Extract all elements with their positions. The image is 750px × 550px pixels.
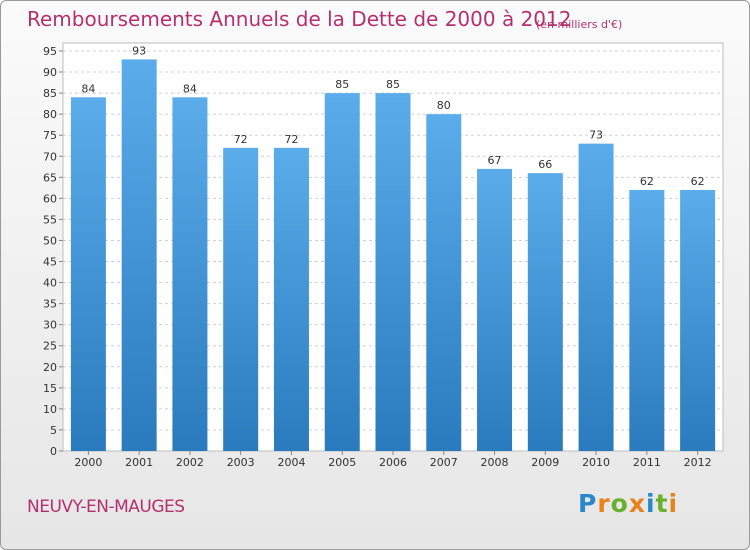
logo-letter: r xyxy=(597,489,611,518)
data-label: 85 xyxy=(335,78,349,91)
bar xyxy=(121,59,157,451)
y-tick-label: 75 xyxy=(43,129,57,142)
logo-letter: t xyxy=(655,489,669,518)
logo-letter: i xyxy=(646,489,656,518)
bar xyxy=(426,114,462,451)
y-tick-label: 70 xyxy=(43,150,57,163)
x-tick-label: 2005 xyxy=(328,456,356,469)
bar xyxy=(629,189,665,451)
y-tick-label: 80 xyxy=(43,108,57,121)
y-tick-label: 85 xyxy=(43,87,57,100)
logo-letter: i xyxy=(668,489,679,518)
y-tick-label: 0 xyxy=(50,445,57,458)
y-tick-label: 55 xyxy=(43,213,57,226)
y-tick-label: 45 xyxy=(43,256,57,269)
data-label: 84 xyxy=(81,82,95,95)
y-tick-label: 40 xyxy=(43,277,57,290)
x-tick-label: 2002 xyxy=(176,456,204,469)
data-label: 72 xyxy=(234,133,248,146)
chart-unit: (en milliers d'€) xyxy=(536,18,623,31)
bar xyxy=(477,168,513,452)
bar xyxy=(324,93,360,452)
bar xyxy=(578,143,614,451)
data-label: 67 xyxy=(488,154,502,167)
y-tick-label: 90 xyxy=(43,66,57,79)
x-tick-label: 2004 xyxy=(277,456,305,469)
commune-name: NEUVY-EN-MAUGES xyxy=(27,497,185,517)
data-label: 62 xyxy=(691,175,705,188)
y-tick-label: 65 xyxy=(43,171,57,184)
y-tick-label: 60 xyxy=(43,192,57,205)
chart-title: Remboursements Annuels de la Dette de 20… xyxy=(27,7,572,31)
y-tick-label: 20 xyxy=(43,361,57,374)
bar xyxy=(172,97,208,451)
y-tick-label: 35 xyxy=(43,298,57,311)
data-label: 93 xyxy=(132,44,146,57)
x-tick-label: 2008 xyxy=(481,456,509,469)
data-label: 73 xyxy=(589,129,603,142)
x-tick-label: 2000 xyxy=(74,456,102,469)
bar xyxy=(70,97,106,451)
bar xyxy=(223,147,259,451)
bar xyxy=(273,147,309,451)
x-tick-label: 2011 xyxy=(633,456,661,469)
bar xyxy=(375,93,411,452)
y-tick-label: 95 xyxy=(43,45,57,58)
x-tick-label: 2001 xyxy=(125,456,153,469)
x-tick-label: 2010 xyxy=(582,456,610,469)
logo-letter: P xyxy=(578,489,598,518)
data-label: 62 xyxy=(640,175,654,188)
y-tick-label: 5 xyxy=(50,424,57,437)
y-tick-label: 50 xyxy=(43,234,57,247)
proxiti-logo: Proxiti xyxy=(578,489,678,518)
data-label: 72 xyxy=(284,133,298,146)
logo-letter: x xyxy=(628,489,646,518)
x-axis: 2000 2001 2002 2003 2004 2005 2006 2007 2008 2009… xyxy=(74,451,712,469)
value-labels: 84 93 84 72 72 85 85 80 67 66 73 62 62 xyxy=(81,44,704,188)
x-tick-label: 2007 xyxy=(430,456,458,469)
logo-letter: o xyxy=(610,489,629,518)
data-label: 84 xyxy=(183,82,197,95)
data-label: 66 xyxy=(538,158,552,171)
y-tick-label: 10 xyxy=(43,403,57,416)
y-tick-label: 25 xyxy=(43,340,57,353)
x-tick-label: 2003 xyxy=(227,456,255,469)
x-tick-label: 2006 xyxy=(379,456,407,469)
x-tick-label: 2012 xyxy=(684,456,712,469)
data-label: 80 xyxy=(437,99,451,112)
bar xyxy=(527,173,563,451)
y-tick-label: 30 xyxy=(43,319,57,332)
x-tick-label: 2009 xyxy=(531,456,559,469)
data-label: 85 xyxy=(386,78,400,91)
y-axis: 0 5 10 15 20 25 30 35 40 45 50 55 60 65 70 75 80 85 90 95 xyxy=(43,45,63,458)
y-tick-label: 15 xyxy=(43,382,57,395)
bar xyxy=(680,189,716,451)
bars xyxy=(70,59,716,452)
